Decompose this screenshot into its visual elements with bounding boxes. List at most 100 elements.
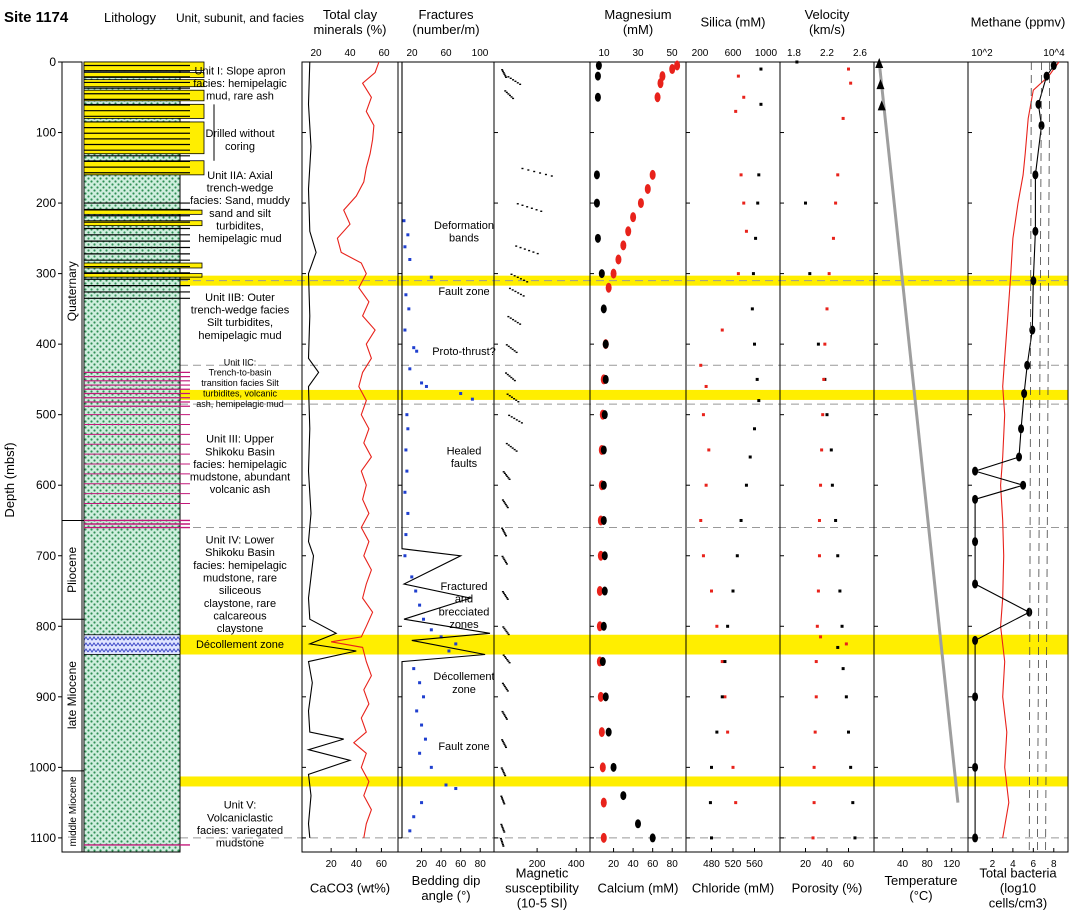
depth-tick-label: 500 (36, 408, 56, 422)
magsus-point (502, 770, 505, 772)
data-point (847, 730, 850, 734)
data-point (1021, 389, 1028, 399)
highlight-band (180, 776, 1068, 787)
data-point (447, 649, 451, 653)
unit-text-line: Unit IV: Lower (206, 535, 275, 547)
magsus-point (530, 207, 533, 209)
magsus-point (505, 657, 508, 659)
magsus-point (501, 555, 504, 558)
methane-reference-line (1028, 61, 1032, 853)
data-point (593, 170, 600, 180)
bottom-tick-label: 20 (416, 859, 428, 870)
series-mg_ca-1 (593, 61, 656, 843)
data-point (1035, 99, 1042, 109)
magsus-point (500, 795, 503, 797)
unit-text-line: Unit III: Upper (206, 434, 274, 446)
data-point (422, 695, 426, 699)
data-point (972, 762, 979, 772)
data-point (701, 554, 705, 558)
top-tick-label: 10 (598, 48, 610, 59)
magsus-point (523, 248, 526, 250)
magsus-point (509, 445, 512, 448)
data-point (414, 589, 418, 593)
magsus-point (505, 688, 508, 691)
magsus-point (508, 287, 511, 290)
data-point (654, 92, 661, 103)
unit-text-line: Unit IIA: Axial (207, 170, 272, 182)
series-temp-0 (877, 61, 960, 803)
depth-tick-label: 0 (49, 55, 56, 69)
series-line (877, 61, 960, 803)
magsus-point (502, 800, 505, 802)
temperature-point (876, 79, 885, 90)
unit-text-line: facies: Sand, muddy (190, 195, 290, 207)
magsus-point (519, 293, 522, 296)
top-tick-label: 1.8 (787, 48, 801, 59)
top-tick-label: 60 (378, 48, 390, 59)
magsus-point (509, 77, 512, 80)
magsus-point (514, 320, 517, 322)
bottom-title-methane-line: Total bacteria (979, 866, 1057, 881)
annotation-line: and (455, 594, 473, 606)
data-point (710, 589, 713, 593)
data-point (739, 173, 743, 177)
bottom-tick-label: 20 (608, 859, 620, 870)
data-point (1043, 71, 1050, 81)
magsus-point (507, 93, 510, 95)
panel-magsus (493, 61, 591, 853)
magsus-point (507, 660, 510, 662)
data-point (454, 787, 458, 791)
data-point (815, 624, 819, 628)
magsus-point (500, 767, 503, 769)
magsus-point (503, 656, 506, 658)
unit-text-line: mudstone, abundant (190, 472, 290, 484)
data-point (742, 201, 746, 205)
annotation-line: bands (449, 232, 479, 244)
unit-text-line: hemipelagic mud (198, 330, 281, 342)
data-point (412, 667, 416, 671)
data-point (404, 293, 408, 297)
magsus-point (501, 682, 504, 685)
data-point (1032, 170, 1039, 180)
magsus-point (500, 823, 503, 826)
data-point (429, 628, 433, 632)
data-point (403, 245, 407, 249)
bottom-title-fractures-line: Bedding dip (412, 873, 481, 888)
data-point (615, 254, 622, 265)
magsus-point (501, 710, 504, 713)
magsus-point (510, 96, 513, 98)
data-point (813, 730, 817, 734)
data-point (834, 518, 838, 522)
data-point (820, 448, 824, 452)
data-point (418, 681, 422, 685)
depth-tick-label: 1000 (29, 760, 56, 774)
magsus-point (504, 75, 507, 77)
data-point (602, 374, 609, 384)
data-point (429, 765, 433, 769)
unit-text-line: Unit IIC: (224, 357, 257, 367)
magsus-point (505, 91, 508, 94)
data-point (704, 483, 708, 487)
series-si_cl-0 (699, 74, 748, 805)
data-point (812, 765, 816, 769)
magsus-point (540, 210, 543, 212)
data-point (625, 226, 632, 237)
data-point (1032, 226, 1039, 236)
top-title-clay-line: Total clay (323, 7, 378, 22)
data-point (406, 511, 410, 515)
methane-reference-line (1037, 61, 1042, 853)
data-point (823, 342, 827, 346)
data-point (405, 413, 409, 417)
data-point (610, 762, 617, 772)
data-point (649, 833, 656, 843)
depth-axis-label: Depth (mbsf) (2, 442, 17, 517)
data-point (601, 586, 608, 596)
unit-text: Décollement zone (196, 639, 284, 651)
magsus-point (522, 295, 525, 297)
panel-frame (493, 61, 591, 853)
data-point (674, 60, 681, 71)
magsus-point (521, 167, 524, 170)
age-label: Pliocene (65, 547, 79, 593)
